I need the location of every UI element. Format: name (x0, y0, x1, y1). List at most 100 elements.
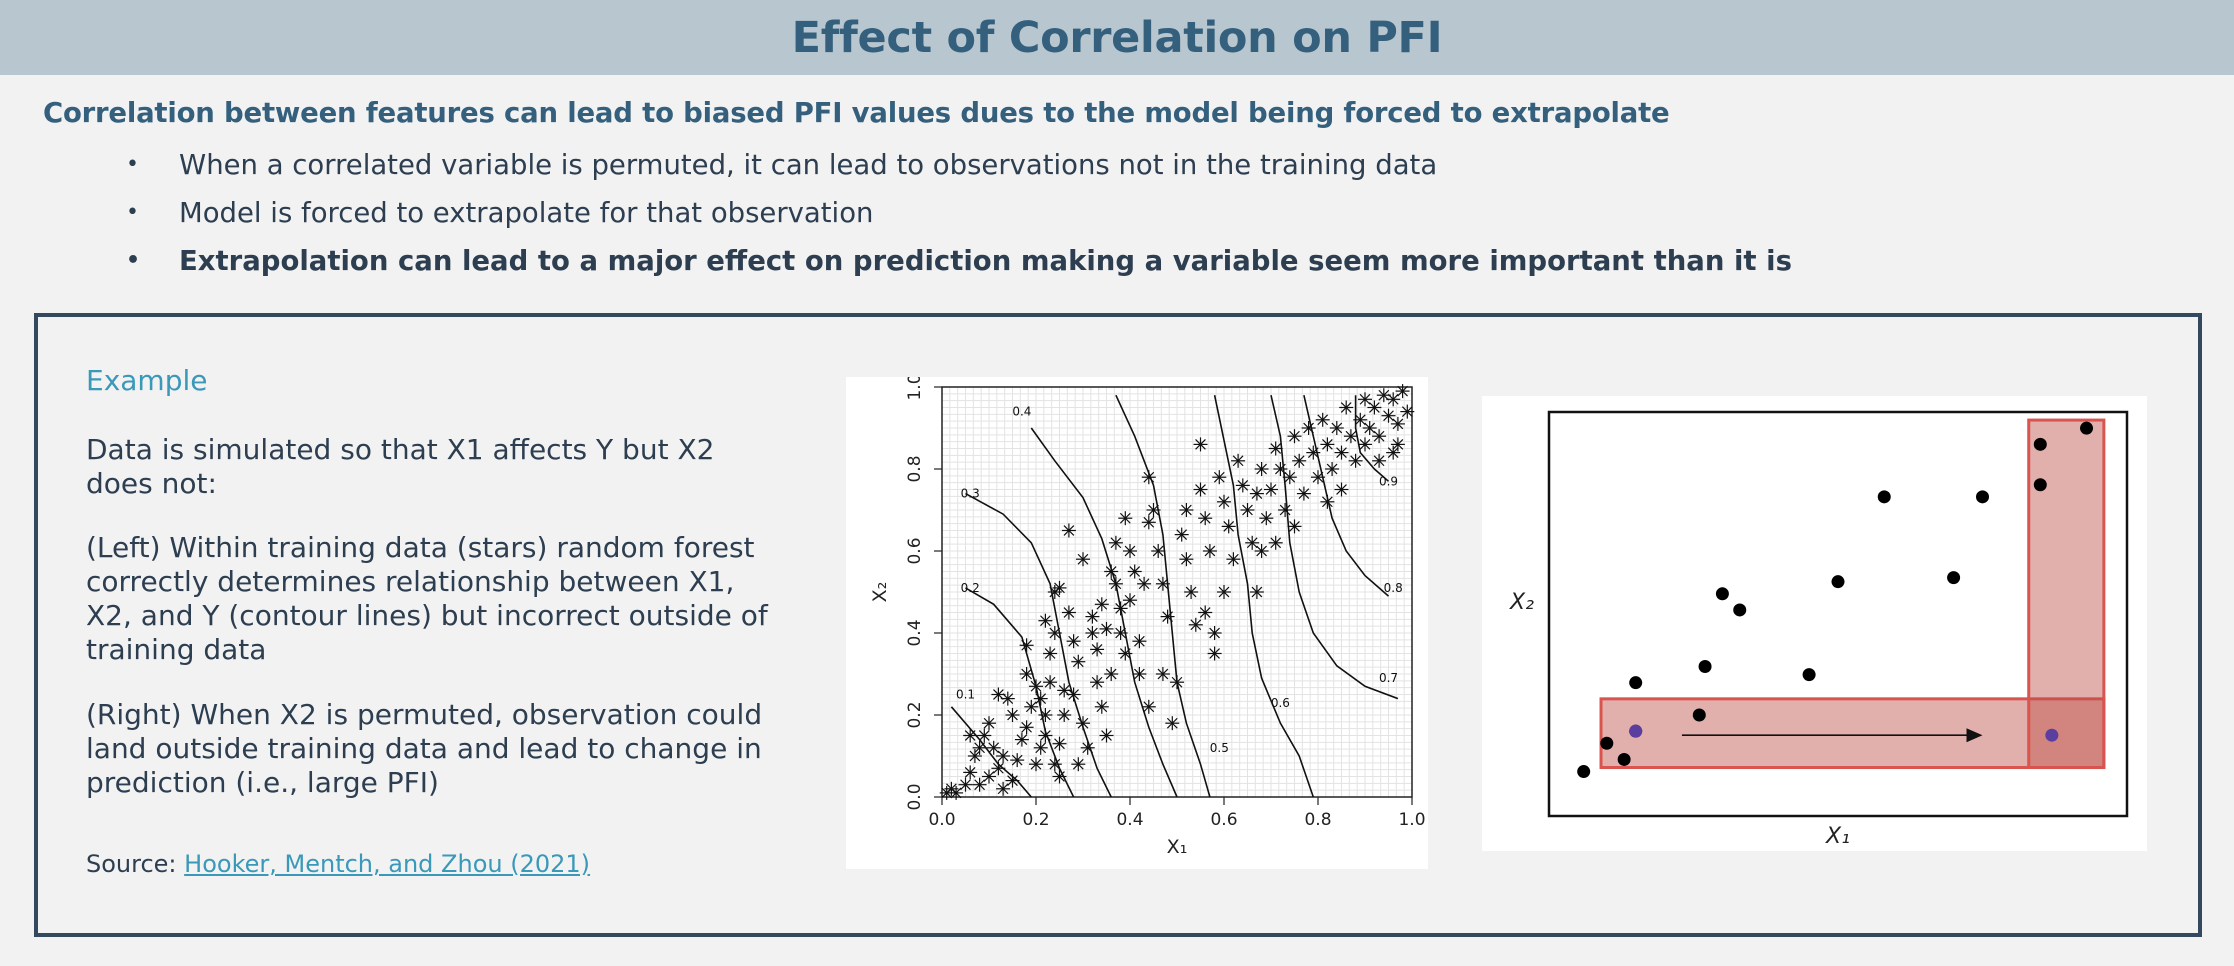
star-point (1019, 638, 1034, 653)
star-point (977, 728, 992, 743)
star-point (1085, 626, 1100, 640)
example-title: Example (86, 364, 208, 397)
star-point (1292, 453, 1307, 468)
contour-plot: 0.1 0.2 0.3 0.4 0.5 0.6 0.7 0.8 0.9 0.0 0.2 0.4 0.6 0… (846, 373, 1428, 869)
star-point (1390, 437, 1405, 452)
star-point (1014, 732, 1029, 747)
star-point (1296, 486, 1311, 501)
star-point (1099, 621, 1114, 636)
bullet-icon: • (126, 248, 141, 273)
star-point (1123, 593, 1137, 608)
star-point (1264, 482, 1278, 497)
star-point (1066, 687, 1081, 702)
star-point (1188, 617, 1203, 632)
contour-label: 0.3 (961, 487, 980, 501)
bullet-icon: • (126, 200, 139, 225)
star-point (1000, 691, 1015, 706)
star-point (1202, 544, 1217, 558)
star-point (1395, 384, 1410, 399)
star-point (1118, 646, 1133, 661)
star-point (1165, 716, 1180, 731)
y-tick-label: 0.2 (905, 701, 925, 728)
star-point (1118, 511, 1133, 526)
star-point (1104, 667, 1119, 681)
star-point (1193, 437, 1208, 452)
star-point (1278, 503, 1293, 517)
star-point (1141, 470, 1156, 485)
star-point (1141, 699, 1156, 714)
data-point (1947, 571, 1961, 585)
star-point (1212, 470, 1227, 485)
star-point (1170, 675, 1184, 690)
permuted-point (1629, 724, 1643, 738)
bullet-list: • When a correlated variable is permuted,… (120, 141, 1792, 285)
contour-label: 0.9 (1379, 474, 1398, 488)
contour-label: 0.7 (1379, 671, 1398, 685)
star-point (1381, 408, 1396, 423)
star-point (1038, 708, 1053, 722)
star-point (996, 781, 1011, 796)
contour-label: 0.8 (1384, 581, 1403, 595)
star-point (1329, 421, 1344, 435)
star-point (996, 749, 1011, 763)
star-point (1113, 601, 1128, 616)
star-point (1353, 412, 1368, 427)
star-point (949, 785, 964, 800)
example-paragraph: (Left) Within training data (stars) rand… (86, 531, 768, 666)
star-point (1311, 470, 1325, 485)
source-prefix: Source: (86, 850, 185, 878)
star-point (1226, 552, 1241, 567)
star-point (1090, 675, 1105, 690)
title-bar: Effect of Correlation on PFI (0, 0, 2234, 75)
star-point (1029, 679, 1043, 694)
star-point (1254, 462, 1269, 476)
star-point (1358, 392, 1372, 407)
permutation-plot-svg: X₁ X₂ (1509, 410, 2129, 849)
star-point (1301, 421, 1316, 435)
bullet-item: • When a correlated variable is permuted,… (120, 141, 1792, 189)
permutation-plot: X₁ X₂ (1482, 396, 2147, 851)
data-point (1600, 736, 1614, 750)
star-point (1085, 609, 1100, 624)
x-tick-label: 1.0 (1398, 810, 1425, 830)
star-point (963, 765, 978, 780)
x-tick-label: 0.4 (1116, 810, 1143, 830)
star-point (967, 749, 982, 763)
star-point (1066, 634, 1081, 649)
source-link[interactable]: Hooker, Mentch, and Zhou (2021) (184, 850, 591, 878)
star-point (1010, 753, 1025, 768)
star-point (1348, 453, 1363, 468)
data-point (1715, 587, 1729, 601)
example-paragraph: Data is simulated so that X1 affects Y b… (86, 433, 715, 500)
star-point (1090, 642, 1105, 657)
star-point (1287, 429, 1302, 444)
star-point (1245, 535, 1260, 550)
contour-label: 0.2 (961, 581, 980, 595)
star-point (958, 777, 973, 792)
star-point (1141, 515, 1156, 530)
star-point (1362, 421, 1377, 435)
star-point (1306, 445, 1321, 460)
star-point (1339, 400, 1354, 415)
star-point (1071, 654, 1086, 669)
x-tick-label: 0.6 (1210, 810, 1237, 830)
star-point (1217, 494, 1231, 509)
star-point (1207, 626, 1222, 640)
star-point (1343, 429, 1358, 444)
star-point (1099, 728, 1114, 743)
data-point (1692, 708, 1706, 722)
y-tick-label: 0.4 (905, 619, 925, 646)
source-line: Source: Hooker, Mentch, and Zhou (2021) (86, 850, 590, 878)
star-point (1386, 445, 1401, 460)
y-tick-label: 0.0 (905, 783, 925, 810)
contour-label: 0.1 (956, 688, 975, 702)
permuted-point (2045, 728, 2059, 742)
star-point (1231, 453, 1246, 468)
x-tick-label: 0.0 (928, 810, 955, 830)
star-point (1282, 470, 1297, 485)
star-point (1132, 634, 1147, 649)
star-point (1160, 609, 1175, 624)
star-point (1155, 667, 1170, 681)
star-point (972, 740, 987, 755)
bullet-icon: • (126, 152, 139, 177)
